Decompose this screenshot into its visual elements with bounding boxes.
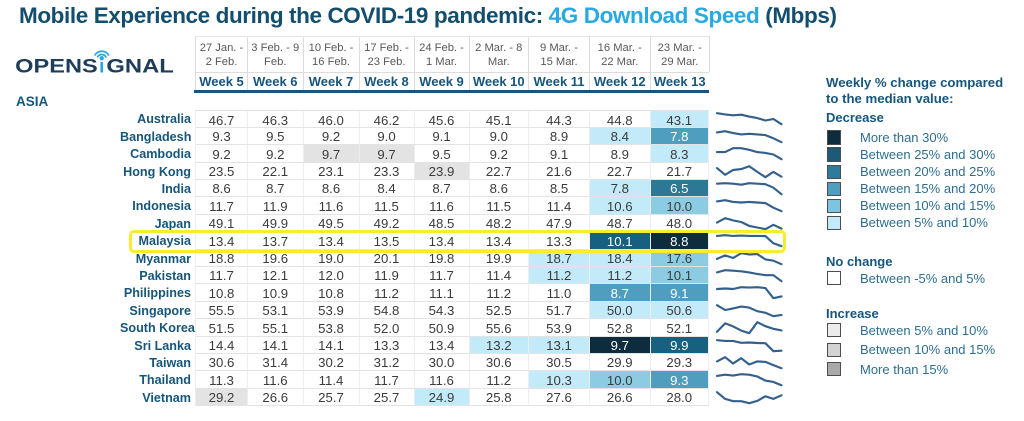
svg-text:GNAL: GNAL — [106, 57, 174, 78]
svg-text:OPENS: OPENS — [15, 57, 98, 78]
